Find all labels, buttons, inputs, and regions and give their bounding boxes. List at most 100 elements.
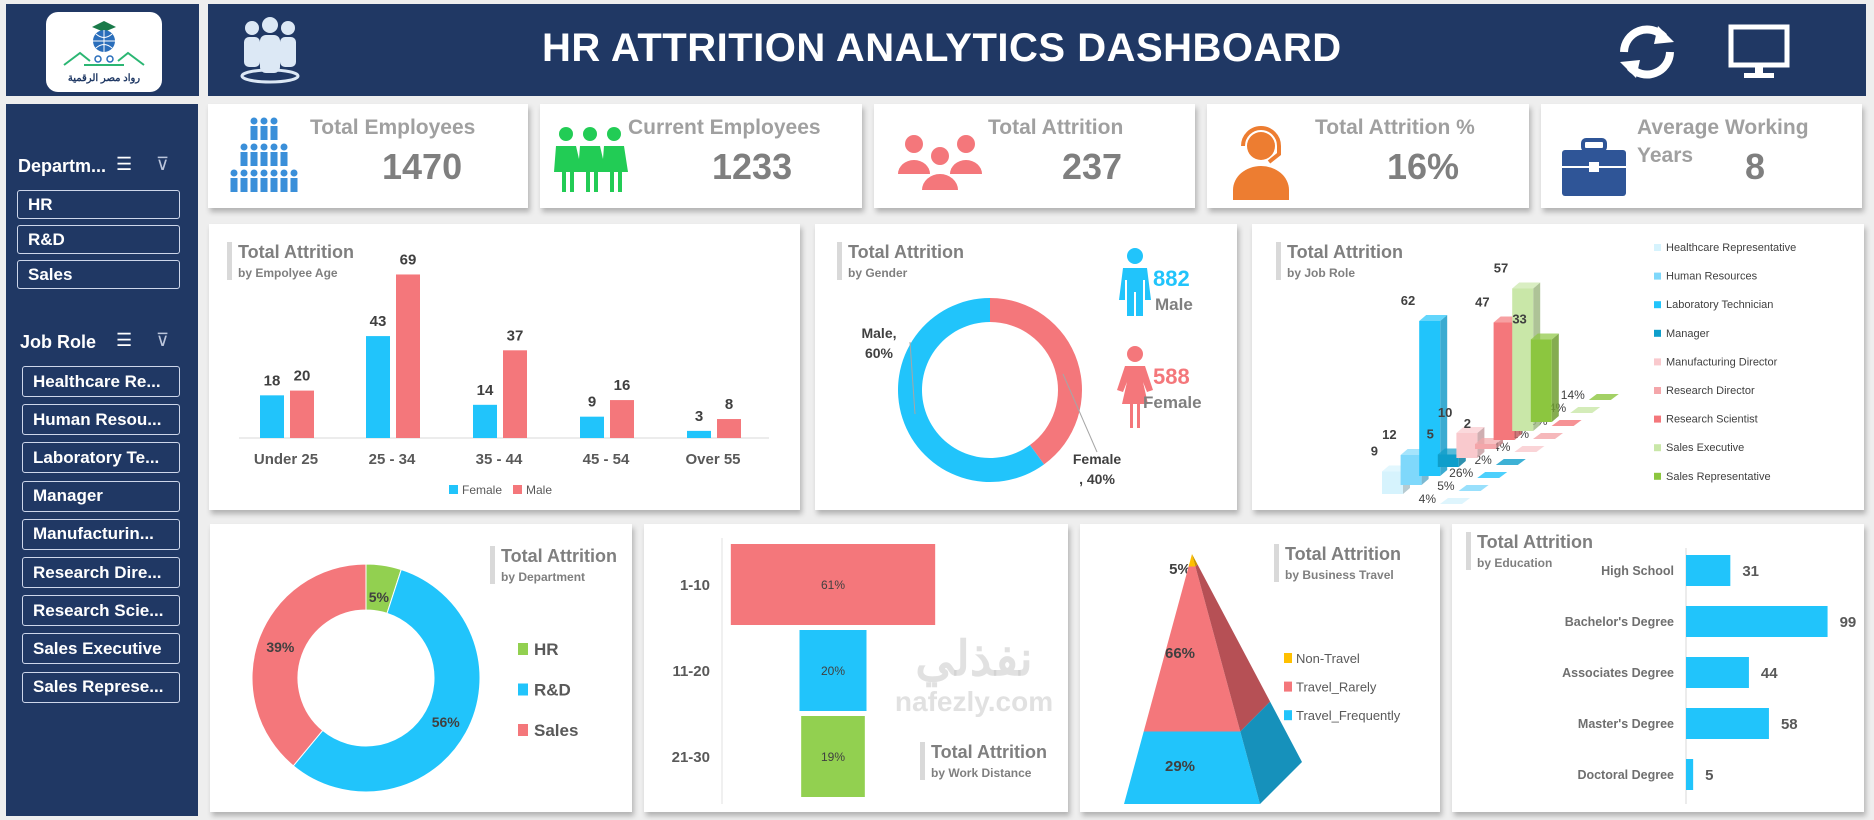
slicer-item[interactable]: Sales Represe... xyxy=(22,671,180,703)
leader-line xyxy=(1062,373,1098,453)
kpi-title: Current Employees xyxy=(628,116,821,139)
bar-top xyxy=(1419,315,1448,321)
person-head xyxy=(270,117,278,125)
data-label: 8 xyxy=(725,396,733,413)
person-head xyxy=(240,143,248,151)
legend-swatch xyxy=(518,643,528,655)
legend-swatch xyxy=(518,724,528,736)
kpi-value: 16% xyxy=(1387,146,1460,187)
slicer-item[interactable]: Manager xyxy=(22,480,180,512)
data-label: 5% xyxy=(369,589,390,605)
chart-title: Total Attrition by Department xyxy=(490,546,617,584)
legend-label: Non-Travel xyxy=(1296,651,1360,666)
data-label: 99 xyxy=(1840,614,1857,631)
slicer-item[interactable]: Manufacturin... xyxy=(22,518,180,550)
company-logo: رواد مصر الرقمية xyxy=(46,12,162,92)
slicer-item[interactable]: Human Resou... xyxy=(22,404,180,436)
clear-filter-icon[interactable]: ⊽ xyxy=(156,330,170,350)
x-tick-label: Under 25 xyxy=(254,451,318,468)
education-bar xyxy=(1686,657,1749,688)
floor-tile xyxy=(1514,446,1545,452)
pyramid-side-2 xyxy=(1240,701,1302,804)
data-label: 39% xyxy=(266,639,295,655)
slicer-item[interactable]: Healthcare Re... xyxy=(22,366,180,397)
slicer-item[interactable]: R&D xyxy=(17,225,180,254)
female-icon xyxy=(1127,346,1143,362)
monitor-icon[interactable] xyxy=(1728,24,1790,80)
x-tick-label: 35 - 44 xyxy=(476,451,523,468)
chart-title: Total Attrition by Job Role xyxy=(1276,242,1403,280)
bar-female xyxy=(687,430,711,438)
bar-male xyxy=(396,274,420,438)
slicer-item[interactable]: Laboratory Te... xyxy=(22,442,180,474)
attrition-by-education-chart: Total Attrition by Education 31 High Schoo… xyxy=(1452,524,1864,812)
pyramid-side-1 xyxy=(1195,564,1271,732)
person-head xyxy=(270,143,278,151)
slicer-item[interactable]: Research Dire... xyxy=(22,557,180,588)
legend-label: Laboratory Technician xyxy=(1666,299,1773,311)
data-label: 3 xyxy=(695,408,703,425)
clear-filter-icon[interactable]: ⊽ xyxy=(156,154,170,174)
chart-title: Total Attrition by Business Travel xyxy=(1274,544,1401,582)
legend-label: R&D xyxy=(534,681,571,700)
data-label: 14 xyxy=(477,382,494,399)
attrition-by-job-role-chart: Total Attrition by Job Role 4% 9 Healthcare… xyxy=(1252,224,1864,510)
person-body xyxy=(240,152,248,166)
data-label: 44 xyxy=(1761,665,1778,682)
person-body xyxy=(270,178,278,192)
slicer-item[interactable]: Sales xyxy=(17,260,180,289)
work-distance-funnel-chart: 61% 1-10 20% 11-20 19% 21-30 xyxy=(672,538,936,804)
bar-2 xyxy=(1419,321,1441,476)
multi-select-icon[interactable]: ☰ xyxy=(116,154,133,174)
data-label: 31 xyxy=(1742,563,1759,580)
x-tick-label: 25 - 34 xyxy=(369,451,416,468)
kpi-value: 8 xyxy=(1745,146,1766,187)
floor-tile xyxy=(1458,485,1489,491)
data-label: 9 xyxy=(588,394,596,411)
kpi-title: Average Working Years xyxy=(1637,116,1809,167)
data-label: 33 xyxy=(1512,312,1526,327)
data-label: 18 xyxy=(264,372,281,389)
slicer-item[interactable]: Research Scie... xyxy=(22,595,180,627)
kpi-title: Total Employees xyxy=(310,116,476,139)
floor-tile xyxy=(1477,472,1508,478)
percent-label: 5% xyxy=(1437,479,1455,493)
education-bar xyxy=(1686,759,1694,790)
slicer-item[interactable]: HR xyxy=(17,190,180,219)
legend-swatch xyxy=(1654,415,1661,423)
legend-swatch xyxy=(518,683,528,696)
category-label: 21-30 xyxy=(672,749,710,766)
data-label: 61% xyxy=(821,578,845,592)
attrition-by-department-chart: Total Attrition by Department 5% HR 56% R&D 3… xyxy=(210,524,632,812)
funnel-bar xyxy=(730,544,936,625)
refresh-icon[interactable] xyxy=(1614,24,1680,80)
person-head xyxy=(260,169,268,177)
legend-label: Travel_Frequently xyxy=(1296,708,1401,723)
data-label: 16 xyxy=(614,377,631,394)
pyramid-front-2 xyxy=(1124,731,1260,804)
job-role-3d-bar-chart: 4% 9 Healthcare Representative 5% 12 Human Re… xyxy=(1371,242,1796,506)
chart-title: Total Attrition by Education xyxy=(1466,532,1593,570)
multi-select-icon[interactable]: ☰ xyxy=(116,330,133,350)
kpi-current-employees: Current Employees 1233 xyxy=(540,104,862,208)
bar-4 xyxy=(1456,433,1478,458)
legend-swatch xyxy=(1654,272,1661,280)
floor-tile xyxy=(1551,420,1582,426)
logo-text: رواد مصر الرقمية xyxy=(67,73,141,84)
data-label: 62 xyxy=(1401,293,1415,308)
education-bar xyxy=(1686,708,1769,739)
data-label: 5 xyxy=(1427,427,1434,442)
person-head xyxy=(240,169,248,177)
data-label: 66% xyxy=(1165,645,1195,662)
bar-male xyxy=(610,400,634,438)
job-role-slicer-label: Job Role xyxy=(20,332,97,352)
legend-swatch xyxy=(1654,444,1661,452)
data-label: Male, xyxy=(861,325,896,341)
person-head xyxy=(260,117,268,125)
slicer-item[interactable]: Sales Executive xyxy=(22,633,180,665)
data-label: 29% xyxy=(1165,758,1195,775)
chart-title: Total Attrition by Work Distance xyxy=(920,742,1047,780)
male-count: 882 xyxy=(1153,266,1190,291)
category-label: High School xyxy=(1601,564,1674,578)
bar-female xyxy=(366,336,390,438)
